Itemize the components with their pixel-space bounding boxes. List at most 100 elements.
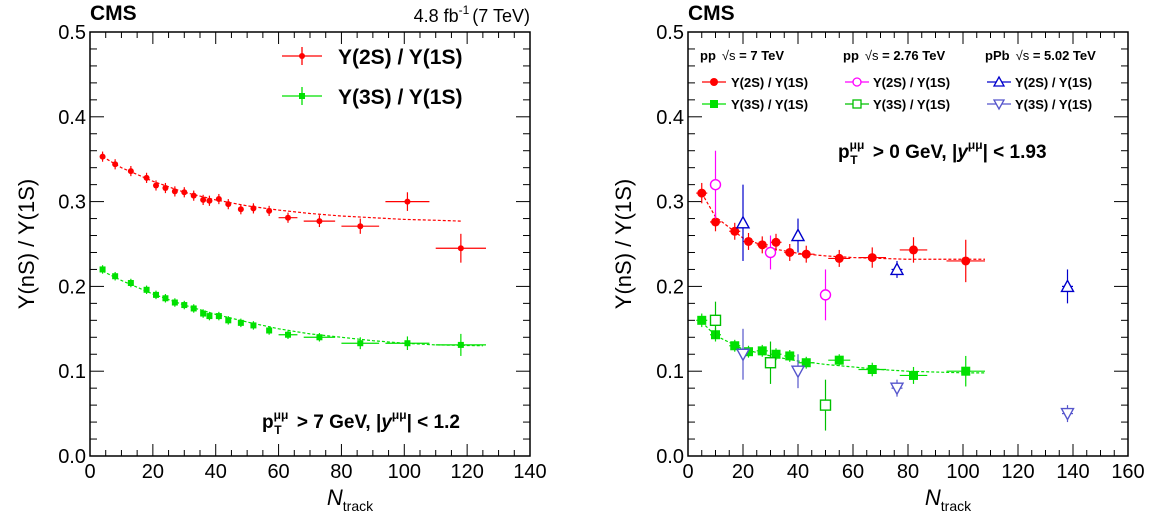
left-data-point <box>190 190 197 201</box>
right-data-point <box>819 379 832 431</box>
left-legend-entry-3s: Υ(3S) / Υ(1S) <box>282 86 462 109</box>
left-x-tick-label: 80 <box>330 461 352 483</box>
right-data-point <box>770 233 782 251</box>
left-data-point <box>181 300 188 310</box>
left-cut-y: y <box>380 412 393 433</box>
right-marker-open-square <box>709 314 722 327</box>
left-data-point <box>99 151 106 162</box>
legend-row-3s: Υ(3S) / Υ(1S) Υ(3S) / Υ(1S) Υ(3S) / Υ(1S… <box>702 97 1092 112</box>
left-marker-dot <box>171 188 178 195</box>
left-x-tick-label: 20 <box>142 461 164 483</box>
left-data-point <box>143 172 150 183</box>
right-data-point <box>798 356 815 369</box>
legend-row-2s: Υ(2S) / Υ(1S) Υ(2S) / Υ(1S) Υ(2S) / Υ(1S… <box>702 75 1092 90</box>
right-cut-y: y <box>956 142 969 163</box>
right-marker-circle <box>961 256 971 266</box>
right-y-tick-label: 0.5 <box>656 22 684 44</box>
right-y-axis-title: Υ(nS) / Υ(1S) <box>611 179 636 309</box>
left-marker-square <box>181 302 188 309</box>
right-marker-open-triangle-up <box>889 261 905 276</box>
header-pp7-pre: pp <box>700 48 716 63</box>
legend-pp7-3s-marker <box>710 100 718 108</box>
right-marker-open-triangle-up <box>735 215 751 229</box>
left-data-point <box>303 333 336 342</box>
right-marker-open-triangle-up <box>790 228 806 242</box>
right-marker-circle <box>744 236 753 246</box>
left-y-tick-label: 0.3 <box>58 192 86 214</box>
left-y-tick-label: 0.2 <box>58 276 86 298</box>
header-pp276-sqrt: √ <box>865 48 873 63</box>
legend-header-pp7: pp √s = 7 TeV <box>700 48 784 63</box>
left-marker-square <box>171 299 178 306</box>
legend-ppb-3s-marker <box>992 99 1006 111</box>
left-marker-square <box>266 327 273 334</box>
header-ppb502-sqrt: √ <box>1016 48 1024 63</box>
legend-pp7-2s-label: Υ(2S) / Υ(1S) <box>731 75 808 90</box>
right-marker-circle <box>711 217 720 227</box>
left-y-tick-label: 0.4 <box>58 107 86 129</box>
left-marker-square <box>215 313 222 320</box>
left-marker-dot <box>404 198 411 205</box>
legend-pp276-2s-marker <box>852 77 862 87</box>
right-data-point <box>1060 405 1075 423</box>
right-x-tick-label: 20 <box>732 461 754 483</box>
header-ppb502-pre: pPb <box>985 48 1010 63</box>
left-data-point <box>127 278 134 288</box>
left-marker-square <box>99 266 106 273</box>
right-panel: CMS 0 20 40 60 80 100 120 140 160 0.0 0.1 0.2 0.3 0.4… <box>611 2 1145 514</box>
left-marker-square <box>206 313 213 320</box>
right-marker-square <box>834 355 844 365</box>
left-data-point <box>341 337 380 350</box>
left-x-axis-title-main: N <box>327 485 343 510</box>
right-data-point <box>899 366 928 384</box>
left-marker-square <box>225 317 232 324</box>
legend-pp7-2s-marker <box>710 78 718 86</box>
right-data-point <box>764 235 777 270</box>
left-data-point <box>190 304 197 313</box>
right-marker-square <box>909 370 918 380</box>
left-data-point <box>250 321 257 330</box>
right-cut-p-sup: μμ <box>850 138 865 152</box>
left-data-point <box>99 265 106 274</box>
left-marker-dot <box>357 223 364 230</box>
left-panel: CMS 4.8 fb-1 (7 TeV) 0 20 40 60 80 100 120 140 0.… <box>14 2 547 514</box>
left-data-point <box>206 311 213 321</box>
left-x-tick-label: 40 <box>205 461 227 483</box>
right-marker-square <box>867 365 877 375</box>
right-data-point <box>709 150 722 219</box>
left-marker-dot <box>162 185 169 192</box>
left-data-point <box>237 204 244 215</box>
left-cut-y-sup: μμ <box>392 408 407 422</box>
right-data-point <box>743 232 754 250</box>
left-marker-dot <box>190 192 197 199</box>
right-marker-open-square <box>819 399 832 411</box>
right-marker-square <box>785 351 795 361</box>
left-data-point <box>303 215 336 228</box>
left-marker-dot <box>181 189 188 196</box>
left-marker-square <box>162 295 169 302</box>
left-data-point <box>278 330 298 339</box>
legend-ppb-2s-marker <box>992 75 1006 87</box>
left-y-tick-label: 0.0 <box>58 446 86 468</box>
right-y-tick-label: 0.1 <box>656 361 684 383</box>
left-data-point <box>153 180 159 191</box>
left-cms-label: CMS <box>90 2 137 25</box>
legend-header-ppb502: pPb √s = 5.02 TeV <box>985 48 1096 63</box>
right-data-point <box>828 354 851 367</box>
left-data-point <box>225 199 232 210</box>
left-fit-curve-0 <box>102 156 461 222</box>
right-data-point <box>784 244 796 261</box>
left-marker-dot <box>250 205 257 212</box>
right-marker-square <box>697 315 707 325</box>
left-data-point <box>127 165 134 177</box>
right-marker-open-triangle-down <box>1060 407 1075 422</box>
left-data-point <box>181 187 188 198</box>
left-cut-p: p <box>262 412 274 433</box>
left-marker-square <box>250 322 257 329</box>
left-y-axis-title: Υ(nS) / Υ(1S) <box>14 179 39 309</box>
left-data-point <box>278 212 298 223</box>
right-marker-open-triangle-down <box>889 382 905 396</box>
left-x-tick-label: 140 <box>513 461 546 483</box>
left-marker-dot <box>266 207 273 214</box>
right-marker-square <box>961 366 971 376</box>
